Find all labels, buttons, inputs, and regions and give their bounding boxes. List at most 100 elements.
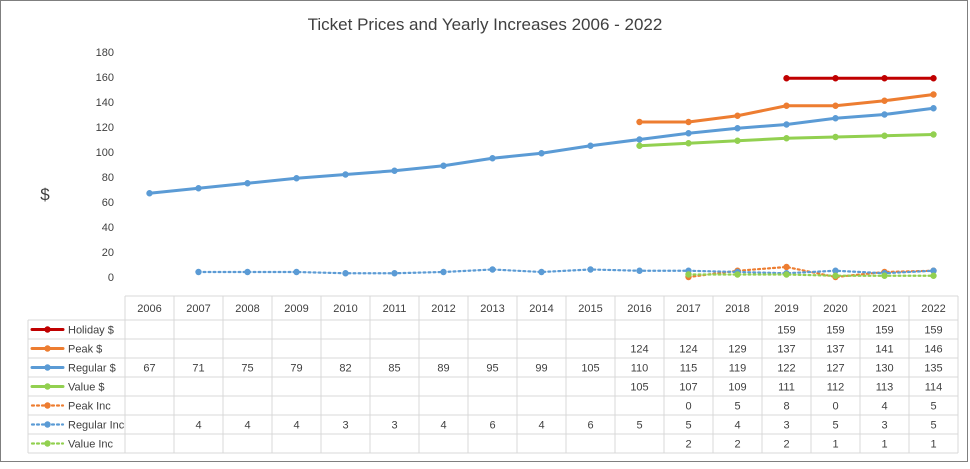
- data-point: [244, 268, 251, 276]
- data-point: [783, 75, 790, 82]
- data-point: [783, 135, 790, 142]
- data-label: 79: [290, 363, 302, 375]
- data-label: 135: [924, 363, 942, 375]
- legend-entry: Value $: [68, 382, 105, 394]
- x-tick-label: 2021: [872, 303, 896, 315]
- data-point: [783, 121, 790, 128]
- x-tick-label: 2013: [480, 303, 504, 315]
- data-label: 6: [587, 420, 593, 432]
- data-point: [342, 270, 349, 277]
- data-point: [881, 272, 888, 279]
- data-point: [391, 167, 398, 174]
- data-point: [685, 271, 692, 278]
- data-point: [832, 267, 839, 274]
- data-label: 130: [875, 363, 893, 375]
- data-point: [734, 137, 741, 144]
- data-label: 137: [826, 344, 844, 356]
- x-tick-label: 2014: [529, 303, 553, 315]
- data-label: 5: [685, 420, 691, 432]
- y-tick-label: 20: [102, 247, 114, 259]
- data-label: 159: [875, 325, 893, 337]
- data-label: 5: [930, 401, 936, 413]
- x-tick-label: 2010: [333, 303, 357, 315]
- legend-key-marker: [44, 440, 51, 447]
- data-point: [195, 185, 202, 192]
- x-tick-label: 2017: [676, 303, 700, 315]
- data-label: 5: [832, 420, 838, 432]
- legend-entry: Peak $: [68, 344, 102, 356]
- data-label: 8: [783, 401, 789, 413]
- data-label: 2: [734, 439, 740, 451]
- data-label: 113: [876, 382, 894, 394]
- data-label: 5: [636, 420, 642, 432]
- data-label: 105: [581, 363, 599, 375]
- data-label: 146: [924, 344, 942, 356]
- x-tick-label: 2015: [578, 303, 602, 315]
- data-label: 137: [777, 344, 795, 356]
- x-tick-label: 2018: [725, 303, 749, 315]
- legend-key-marker: [44, 364, 51, 371]
- data-label: 82: [339, 363, 351, 375]
- y-tick-label: 40: [102, 222, 114, 234]
- legend-key-marker: [44, 345, 51, 352]
- data-point: [244, 180, 251, 187]
- data-label: 0: [685, 401, 691, 413]
- data-point: [832, 133, 839, 141]
- data-point: [881, 97, 888, 104]
- data-label: 110: [631, 363, 649, 375]
- data-point: [440, 162, 447, 169]
- data-point: [734, 271, 741, 278]
- data-point: [489, 266, 496, 273]
- data-point: [489, 155, 496, 162]
- data-point: [685, 130, 692, 137]
- data-label: 1: [881, 439, 887, 451]
- data-label: 119: [729, 363, 747, 375]
- x-tick-label: 2020: [823, 303, 847, 315]
- data-label: 3: [881, 420, 887, 432]
- data-point: [146, 190, 153, 197]
- y-tick-label: 60: [102, 197, 114, 209]
- data-label: 159: [826, 325, 844, 337]
- series-regular: [146, 105, 937, 197]
- series-layer: [146, 75, 937, 281]
- data-label: 112: [827, 382, 845, 394]
- data-label: 159: [924, 325, 942, 337]
- y-tick-label: 80: [102, 172, 114, 184]
- series-line: [197, 268, 935, 275]
- x-tick-label: 2007: [186, 303, 210, 315]
- legend-key-marker: [44, 421, 51, 428]
- legend-key-marker: [44, 402, 51, 409]
- data-label: 95: [486, 363, 498, 375]
- data-point: [293, 268, 300, 276]
- data-point: [832, 75, 839, 82]
- data-label: 85: [388, 363, 400, 375]
- data-label: 122: [777, 363, 795, 375]
- data-point: [734, 125, 741, 132]
- data-label: 114: [925, 382, 943, 394]
- series-line: [687, 273, 935, 277]
- x-tick-label: 2022: [921, 303, 945, 315]
- data-label: 111: [778, 382, 795, 394]
- data-point: [293, 175, 300, 182]
- data-label: 3: [391, 420, 397, 432]
- data-label: 4: [440, 420, 446, 432]
- legend-key-marker: [44, 383, 51, 390]
- x-tick-label: 2012: [431, 303, 455, 315]
- data-label: 3: [342, 420, 348, 432]
- legend-key-marker: [44, 326, 51, 333]
- data-point: [783, 102, 790, 109]
- data-label: 115: [680, 363, 698, 375]
- data-point: [342, 171, 349, 178]
- data-label: 4: [734, 420, 740, 432]
- data-label: 4: [195, 420, 201, 432]
- data-point: [685, 118, 692, 126]
- data-point: [587, 142, 594, 149]
- y-tick-label: 180: [96, 47, 114, 59]
- data-point: [832, 102, 839, 109]
- legend-entry: Holiday $: [68, 325, 114, 337]
- data-label: 109: [728, 382, 746, 394]
- data-label: 4: [881, 401, 887, 413]
- x-tick-label: 2019: [774, 303, 798, 315]
- data-point: [538, 268, 545, 276]
